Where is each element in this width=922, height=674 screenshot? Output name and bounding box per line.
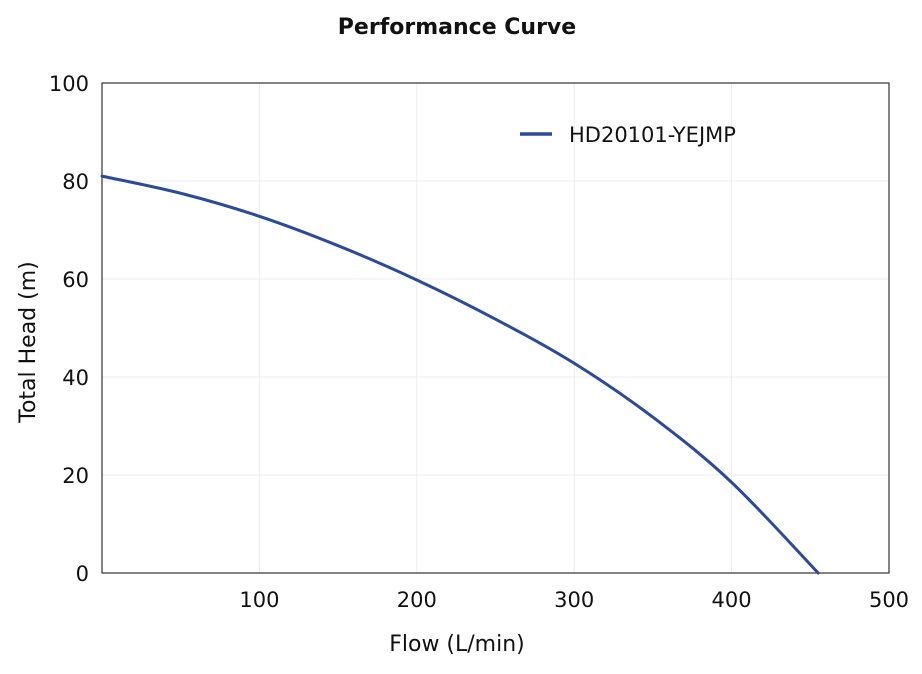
x-tick-label: 300: [554, 588, 594, 612]
y-tick-label: 40: [62, 366, 89, 390]
x-tick-label: 100: [239, 588, 279, 612]
chart-title: Performance Curve: [338, 15, 576, 40]
y-tick-label: 80: [62, 170, 89, 194]
legend-label: HD20101-YEJMP: [569, 123, 736, 147]
tick-labels: 100 200 300 400 500 0 20 40 60 80 100: [49, 72, 909, 612]
x-tick-label: 400: [712, 588, 752, 612]
legend: HD20101-YEJMP: [520, 123, 736, 147]
y-tick-label: 20: [62, 464, 89, 488]
series-layer: [100, 174, 820, 575]
plot-area-frame: [101, 82, 890, 574]
series-line-hd20101-yejmp: [100, 174, 820, 575]
x-tick-label: 500: [869, 588, 909, 612]
y-tick-label: 100: [49, 72, 89, 96]
x-tick-label: 200: [397, 588, 437, 612]
x-axis-label: Flow (L/min): [389, 632, 525, 657]
y-tick-label: 0: [76, 562, 89, 586]
y-tick-label: 60: [62, 268, 89, 292]
grid-lines: [102, 82, 890, 574]
y-axis-label: Total Head (m): [16, 261, 41, 424]
